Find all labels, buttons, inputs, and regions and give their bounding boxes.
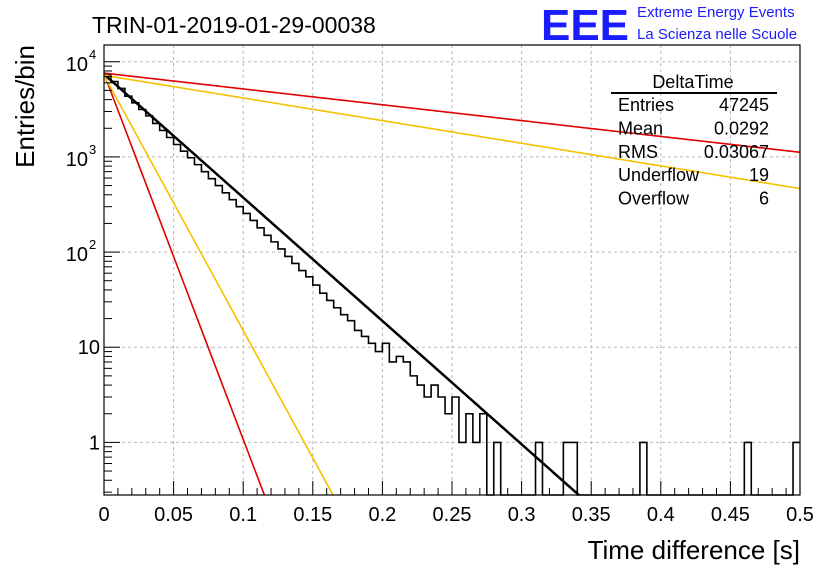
y-tick-label: 10: [78, 337, 100, 359]
stats-row-value: 47245: [719, 95, 769, 115]
fit-curve: [103, 74, 334, 496]
stats-row-label: Underflow: [618, 165, 700, 185]
stats-row-value: 0.03067: [704, 142, 769, 162]
stats-rows: Entries 47245 Mean 0.0292 RMS 0.03067Underflo…: [618, 95, 769, 209]
fit-curve: [103, 74, 801, 190]
eee-logo-mark: EEE: [541, 1, 629, 50]
eee-logo-line2: La Scienza nelle Scuole: [637, 26, 797, 43]
fit-curve: [103, 73, 266, 496]
x-tick-label: 0.1: [229, 504, 257, 526]
y-tick-exponent: 4: [89, 47, 96, 62]
eee-logo-line1: Extreme Energy Events: [637, 4, 795, 21]
x-tick-label: 0.25: [433, 504, 472, 526]
x-tick-label: 0.15: [293, 504, 332, 526]
x-tick-label: 0.5: [786, 504, 814, 526]
x-tick-label: 0.35: [572, 504, 611, 526]
y-tick-exponent: 3: [89, 142, 96, 157]
plot-series: [103, 72, 801, 496]
x-tick-labels: 0 0.05 0.1 0.15 0.2 0.25 0.3 0.35 0.4 0.45 0.5: [98, 504, 813, 526]
y-axis-label: Entries/bin: [10, 45, 40, 168]
histogram-outline: [104, 74, 800, 496]
y-tick-label: 10: [66, 54, 88, 76]
x-axis-label: Time difference [s]: [588, 535, 800, 565]
y-tick-label: 1: [89, 432, 100, 454]
x-tick-label: 0.05: [154, 504, 193, 526]
x-tick-label: 0.45: [711, 504, 750, 526]
stats-row-label: Overflow: [618, 189, 690, 209]
x-tick-label: 0.2: [368, 504, 396, 526]
stats-row-label: Mean: [618, 118, 663, 138]
x-tick-label: 0.4: [647, 504, 675, 526]
stats-row-label: RMS: [618, 142, 658, 162]
chart-title: TRIN-01-2019-01-29-00038: [92, 12, 376, 38]
fit-curve: [103, 73, 580, 496]
eee-logo: EEE Extreme Energy Events La Scienza nel…: [541, 1, 797, 50]
stats-title: DeltaTime: [652, 72, 733, 92]
stats-row-value: 0.0292: [714, 118, 769, 138]
fit-curve: [103, 72, 801, 154]
y-tick-label: 10: [66, 244, 88, 266]
stats-box: DeltaTime Entries 47245 Mean 0.0292 RMS 0.030…: [611, 72, 777, 209]
stats-row-value: 19: [749, 165, 769, 185]
y-tick-exponent: 2: [89, 237, 96, 252]
y-tick-label: 10: [66, 149, 88, 171]
axis-ticks: [103, 61, 801, 495]
stats-row-value: 6: [759, 189, 769, 209]
x-tick-label: 0.3: [508, 504, 536, 526]
x-tick-label: 0: [98, 504, 109, 526]
stats-row-label: Entries: [618, 95, 674, 115]
